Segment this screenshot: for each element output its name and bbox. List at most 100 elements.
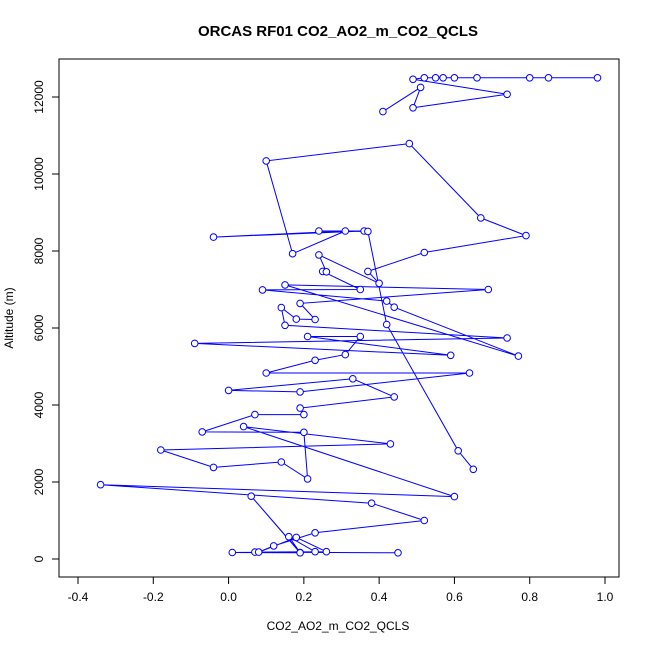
data-point [239,422,248,431]
data-point [281,321,289,330]
data-point [277,303,286,312]
data-point [247,492,255,501]
data-point [209,233,218,241]
data-point [303,475,312,483]
data-point [420,74,429,82]
data-point [311,356,319,365]
data-point [394,549,402,557]
x-tick-label: 0.8 [521,590,538,604]
data-point [382,297,391,305]
data-point [296,549,304,557]
data-point [409,75,417,84]
x-tick-label: -0.2 [143,590,164,604]
x-tick-label: -0.4 [68,590,89,604]
y-tick-label: 10000 [32,157,46,191]
data-point [514,352,523,360]
data-point [420,248,429,257]
data-point [292,315,301,323]
series-line [100,143,528,554]
plot-area [96,74,602,557]
y-axis: 0 2000 4000 6000 8000 10000 12000 [32,80,60,562]
data-point [446,351,455,360]
data-point [262,369,271,377]
data-point [277,458,286,466]
x-tick-label: 1.0 [597,590,614,604]
data-point [420,516,429,525]
x-axis-label: CO2_AO2_m_CO2_QCLS [267,619,410,633]
data-point [465,369,474,377]
x-tick-label: 0.6 [446,590,463,604]
data-point [303,332,312,341]
data-point [315,251,323,259]
chart-title: ORCAS RF01 CO2_AO2_m_CO2_QCLS [198,23,478,40]
data-point [544,74,553,82]
data-point [473,74,481,82]
data-point [96,480,105,489]
data-point [262,157,271,165]
data-point [288,249,297,258]
data-point [224,386,233,395]
y-tick-label: 6000 [32,314,46,341]
data-point [311,315,319,324]
data-point [254,548,263,556]
data-point [439,74,447,82]
data-point [364,227,372,236]
data-point [484,285,493,294]
data-point [296,388,304,396]
data-point [469,465,478,474]
data-point [405,139,414,148]
data-point [341,227,350,235]
data-point [450,492,459,501]
data-point [296,299,304,308]
y-tick-label: 2000 [32,468,46,495]
data-point [322,268,331,276]
data-point [349,375,357,383]
data-point [300,410,308,419]
data-point [364,267,372,276]
data-point [390,393,399,401]
data-point [292,533,301,542]
data-point [356,285,365,294]
data-point [382,320,391,329]
x-tick-label: 0.4 [371,590,388,604]
data-point [386,440,395,448]
data-point [322,547,331,556]
y-tick-label: 8000 [32,237,46,264]
data-point [258,286,267,294]
data-point [367,499,376,508]
data-point [311,547,319,556]
data-point [228,548,237,557]
data-point [341,350,350,359]
data-point [593,74,602,82]
data-point [281,281,289,289]
x-tick-label: 0.0 [220,590,237,604]
data-point [375,279,383,288]
data-point [356,332,365,341]
data-point [503,334,511,342]
y-tick-label: 4000 [32,391,46,418]
data-point [503,90,511,99]
y-tick-label: 12000 [32,80,46,114]
data-point [311,529,319,537]
data-point [525,74,534,82]
data-point [315,227,323,235]
data-point [198,428,206,436]
data-point [209,463,218,472]
data-point [269,542,278,550]
data-point [157,446,165,454]
plot-frame [58,58,620,578]
y-tick-label: 0 [32,555,46,562]
data-point [522,231,530,240]
data-point [390,303,399,312]
data-point [251,410,259,419]
data-point [409,104,417,112]
data-point [300,428,308,437]
data-point [416,83,425,92]
data-point [477,214,485,222]
y-axis-label: Altitude (m) [2,287,16,348]
data-point [296,404,304,412]
x-axis: -0.4 -0.2 0.0 0.2 0.4 0.6 0.8 1.0 [68,576,614,604]
data-point [431,74,440,82]
data-point [190,339,199,348]
